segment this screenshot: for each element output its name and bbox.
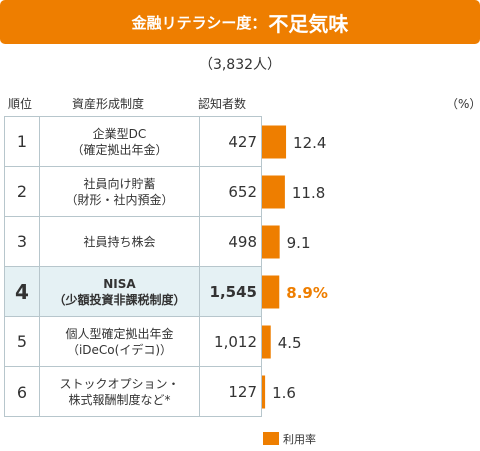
column-header-awareness: 認知者数 bbox=[198, 97, 247, 111]
usage-bar bbox=[262, 275, 280, 309]
legend-swatch bbox=[263, 432, 279, 445]
table-row: 3 社員持ち株会 498 bbox=[5, 217, 261, 267]
table-row-highlighted: 4 NISA （少額投資非課税制度） 1,545 bbox=[5, 267, 261, 317]
table-row: 2 社員向け貯蓄 （財形・社内預金） 652 bbox=[5, 167, 261, 217]
column-header-system: 資産形成制度 bbox=[72, 97, 145, 111]
usage-bar bbox=[262, 175, 285, 209]
system-name-cell: 社員持ち株会 bbox=[40, 217, 200, 266]
awareness-count-cell: 127 bbox=[228, 383, 257, 401]
ranking-table: 1 企業型DC （確定拠出年金） 427 2 社員向け貯蓄 （財形・社内預金） … bbox=[4, 116, 262, 417]
usage-bar bbox=[262, 225, 280, 259]
rank-cell: 6 bbox=[5, 367, 40, 417]
rank-cell: 2 bbox=[5, 167, 40, 216]
usage-bar bbox=[262, 325, 271, 359]
system-name-cell: 社員向け貯蓄 （財形・社内預金） bbox=[40, 167, 200, 216]
sample-size: （3,832人） bbox=[198, 57, 282, 73]
awareness-count-cell: 498 bbox=[228, 232, 257, 251]
table-row: 5 個人型確定拠出年金 （iDeCo(イデコ)） 1,012 bbox=[5, 317, 261, 367]
usage-value-label: 8.9% bbox=[286, 284, 328, 302]
title-prefix: 金融リテラシー度： bbox=[131, 13, 267, 32]
legend-label: 利用率 bbox=[283, 433, 316, 446]
system-name-cell: NISA （少額投資非課税制度） bbox=[40, 267, 200, 316]
usage-value-label: 12.4 bbox=[293, 134, 326, 152]
awareness-count-cell: 427 bbox=[228, 132, 257, 151]
column-header-rank: 順位 bbox=[8, 97, 33, 111]
usage-value-label: 9.1 bbox=[287, 234, 311, 252]
awareness-count-cell: 652 bbox=[228, 182, 257, 201]
system-name-cell: 個人型確定拠出年金 （iDeCo(イデコ)） bbox=[40, 317, 200, 366]
table-row: 6 ストックオプション・ 株式報酬制度など* 127 bbox=[5, 367, 261, 417]
rank-cell: 4 bbox=[5, 267, 40, 316]
usage-value-label: 4.5 bbox=[278, 334, 302, 352]
system-name-cell: 企業型DC （確定拠出年金） bbox=[40, 117, 200, 166]
rank-cell: 5 bbox=[5, 317, 40, 366]
awareness-count-cell: 1,545 bbox=[209, 282, 257, 301]
title-main: 不足気味 bbox=[268, 11, 349, 36]
awareness-count-cell: 1,012 bbox=[214, 332, 257, 351]
usage-bar bbox=[262, 125, 287, 159]
column-header-unit: （%） bbox=[446, 97, 480, 111]
usage-bar bbox=[262, 375, 266, 409]
usage-value-label: 1.6 bbox=[272, 384, 296, 402]
rank-cell: 1 bbox=[5, 117, 40, 166]
system-name-cell: ストックオプション・ 株式報酬制度など* bbox=[40, 367, 200, 417]
usage-value-label: 11.8 bbox=[292, 184, 325, 202]
table-row: 1 企業型DC （確定拠出年金） 427 bbox=[5, 117, 261, 167]
rank-cell: 3 bbox=[5, 217, 40, 266]
title-banner: 金融リテラシー度： 不足気味 bbox=[0, 0, 480, 44]
